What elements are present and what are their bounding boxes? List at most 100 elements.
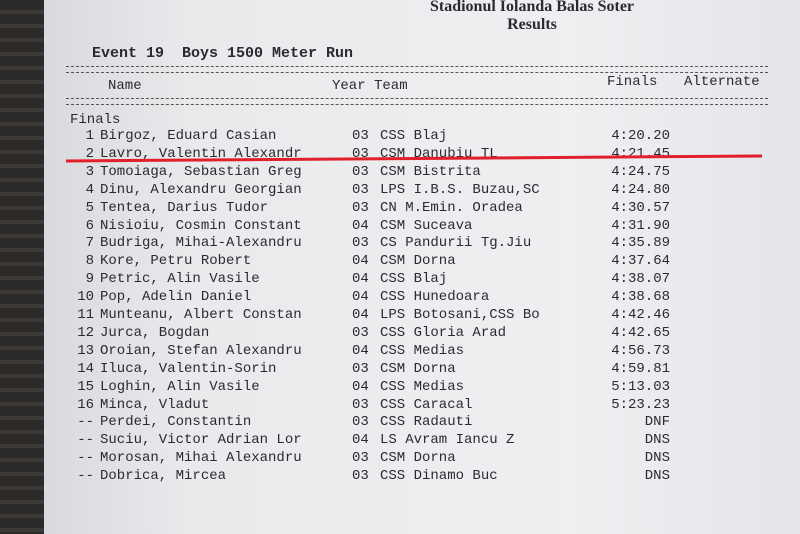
result-team: CSS Hunedoara (380, 289, 490, 306)
result-year: 04 (352, 217, 369, 234)
result-rank: -- (77, 450, 94, 467)
result-rank: -- (77, 468, 94, 485)
result-rank: 7 (85, 235, 94, 252)
result-team: CSS Blaj (380, 271, 448, 288)
result-time: DNS (644, 432, 670, 449)
result-name: Budriga, Mihai-Alexandru (100, 235, 302, 252)
result-rank: 11 (77, 307, 94, 323)
divider (66, 98, 768, 105)
result-rank: 3 (85, 163, 94, 180)
result-time: DNS (644, 468, 670, 485)
result-row: 1 Birgoz, Eduard Casian 03 CSS Blaj 4:20.20 (0, 128, 800, 146)
result-name: Petric, Alin Vasile (100, 271, 260, 288)
result-rank: 13 (77, 342, 94, 359)
result-time: 4:24.75 (611, 163, 670, 180)
result-year: 03 (352, 360, 369, 377)
result-time: 4:35.89 (611, 235, 670, 252)
result-name: Minca, Vladut (100, 396, 210, 413)
result-rank: 5 (85, 199, 94, 216)
result-team: CSM Dorna (380, 450, 456, 467)
result-rank: 6 (85, 217, 94, 234)
result-year: 03 (352, 324, 369, 341)
result-name: Morosan, Mihai Alexandru (100, 450, 302, 467)
result-name: Jurca, Bogdan (100, 324, 210, 341)
result-row: 6 Nisioiu, Cosmin Constant 04 CSM Suceava 4:… (0, 218, 800, 236)
result-time: 4:30.57 (611, 199, 670, 216)
result-row: 9 Petric, Alin Vasile 04 CSS Blaj 4:38.07 (0, 271, 800, 289)
result-year: 04 (352, 289, 369, 306)
result-row: -- Morosan, Mihai Alexandru 03 CSM Dorna DNS (0, 450, 800, 468)
result-name: Loghin, Alin Vasile (100, 378, 260, 395)
result-time: 5:13.03 (611, 378, 670, 395)
result-year: 04 (352, 271, 369, 288)
result-team: CSS Dinamo Buc (380, 468, 498, 485)
result-rank: 10 (77, 289, 94, 306)
result-time: 4:20.20 (611, 128, 670, 144)
result-time: DNS (644, 450, 670, 467)
result-year: 03 (352, 128, 369, 144)
result-time: 4:31.90 (611, 217, 670, 234)
result-team: LS Avram Iancu Z (380, 432, 515, 449)
result-team: CSM Dorna (380, 253, 456, 270)
result-name: Dobrica, Mircea (100, 468, 227, 485)
result-time: 4:42.65 (611, 324, 670, 341)
result-team: CSM Suceava (380, 217, 473, 234)
result-year: 03 (352, 450, 369, 467)
col-name: Name (108, 78, 142, 94)
result-row: 4 Dinu, Alexandru Georgian 03 LPS I.B.S. Bu… (0, 182, 800, 200)
result-name: Tentea, Darius Tudor (100, 199, 269, 216)
result-row: 12 Jurca, Bogdan 03 CSS Gloria Arad 4:42.65 (0, 325, 800, 343)
result-row: 13 Oroian, Stefan Alexandru 04 CSS Medias 4:… (0, 343, 800, 361)
result-row: 11 Munteanu, Albert Constan 04 LPS Botosani… (0, 307, 800, 325)
result-name: Kore, Petru Robert (100, 253, 252, 270)
result-team: CN M.Emin. Oradea (380, 199, 523, 216)
result-team: LPS I.B.S. Buzau,SC (380, 181, 540, 198)
result-row: 3 Tomoiaga, Sebastian Greg 03 CSM Bistrita 4… (0, 164, 800, 182)
section-label: Finals (70, 112, 121, 128)
event-title: Event 19 Boys 1500 Meter Run (92, 45, 354, 62)
result-rank: 8 (85, 253, 94, 270)
result-row: -- Suciu, Victor Adrian Lor 04 LS Avram Ian… (0, 432, 800, 450)
result-name: Tomoiaga, Sebastian Greg (100, 163, 302, 180)
divider (66, 66, 768, 73)
col-year-team: Year Team (332, 78, 408, 94)
result-year: 03 (352, 199, 369, 216)
result-row: 8 Kore, Petru Robert 04 CSM Dorna 4:37.64 (0, 253, 800, 271)
result-year: 03 (352, 468, 369, 485)
result-team: CS Pandurii Tg.Jiu (380, 235, 532, 252)
result-rank: 16 (77, 396, 94, 413)
result-time: 4:24.80 (611, 181, 670, 198)
result-rank: 9 (85, 271, 94, 288)
result-name: Nisioiu, Cosmin Constant (100, 217, 302, 234)
result-team: LPS Botosani,CSS Bo (380, 307, 540, 323)
result-row: 10 Pop, Adelin Daniel 04 CSS Hunedoara 4:38.… (0, 289, 800, 307)
result-row: 7 Budriga, Mihai-Alexandru 03 CS Pandurii T… (0, 235, 800, 253)
result-time: 4:37.64 (611, 253, 670, 270)
result-year: 03 (352, 181, 369, 198)
result-team: CSS Medias (380, 342, 465, 359)
result-rank: 2 (85, 145, 94, 162)
highlight-line (65, 154, 763, 163)
result-year: 04 (352, 253, 369, 270)
result-name: Oroian, Stefan Alexandru (100, 342, 302, 359)
result-rank: 4 (85, 181, 94, 198)
result-year: 03 (352, 235, 369, 252)
result-row: -- Dobrica, Mircea 03 CSS Dinamo Buc DNS (0, 468, 800, 486)
result-year: 04 (352, 378, 369, 395)
result-time: 4:42.46 (611, 307, 670, 323)
results-subtitle: Results (507, 16, 557, 33)
result-rank: 14 (77, 360, 94, 377)
result-row: 16 Minca, Vladut 03 CSS Caracal 5:23.23 (0, 397, 800, 415)
result-name: Lavro, Valentin Alexandr (100, 145, 302, 162)
result-year: 03 (352, 414, 369, 431)
result-year: 04 (352, 307, 369, 323)
result-year: 03 (352, 163, 369, 180)
result-name: Perdei, Constantin (100, 414, 252, 431)
result-time: 4:38.68 (611, 289, 670, 306)
result-team: CSS Blaj (380, 128, 448, 144)
result-team: CSS Caracal (380, 396, 473, 413)
result-rank: 1 (85, 128, 94, 144)
results-sheet (44, 0, 800, 534)
result-time: 4:38.07 (611, 271, 670, 288)
